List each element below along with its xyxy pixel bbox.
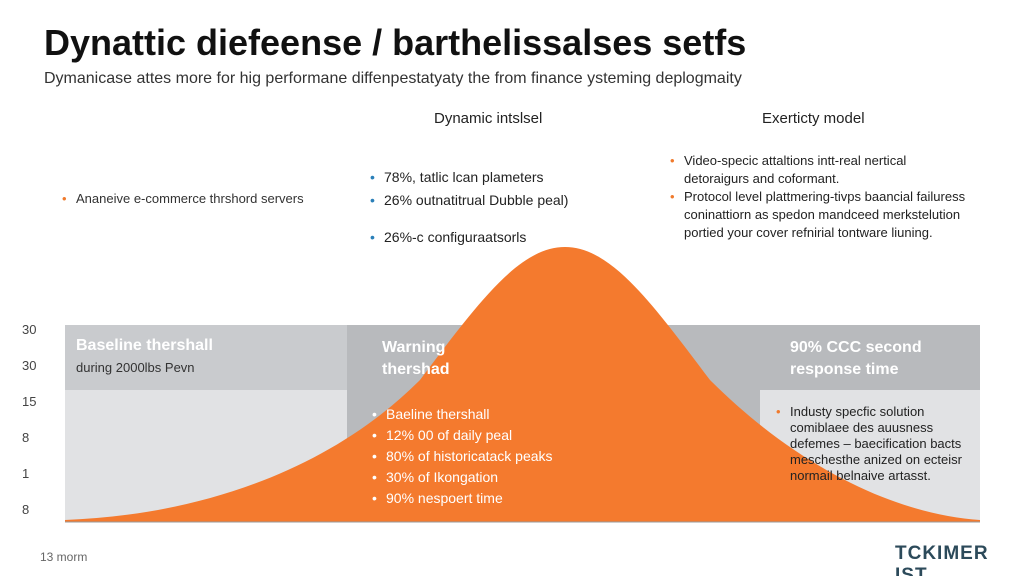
bullet-list: Ananeive e-commerce thrshord servers: [62, 190, 322, 208]
bullet-item: 78%, tatlic lcan plameters: [370, 166, 610, 189]
bullet-item: 90% nespoert time: [372, 488, 632, 509]
bullet-item: Baeline thershall: [372, 404, 632, 425]
bullet-item: 12% 00 of daily peal: [372, 425, 632, 446]
bullet-item: Industy specfic solution comiblaee des a…: [776, 404, 966, 484]
band-title: Warning thershad: [382, 339, 450, 378]
bullet-item: 30% of Ikongation: [372, 467, 632, 488]
column-heading: Exerticty model: [762, 110, 865, 127]
bullet-item: 80% of historicatack peaks: [372, 446, 632, 467]
bell-curve: [65, 247, 980, 522]
subtitle: Dymanicase attes more for hig performane…: [44, 70, 742, 87]
band-right-top: [760, 325, 980, 390]
y-label: 1: [22, 466, 30, 481]
bullet-item: Ananeive e-commerce thrshord servers: [62, 190, 322, 208]
bullet-item: Protocol level plattmering-tivps baancia…: [670, 188, 970, 242]
bullet-item: 26% outnatitrual Dubble peal): [370, 189, 610, 212]
bullet-list: 78%, tatlic lcan plameters26% outnatitru…: [370, 166, 610, 249]
band-title: 90% CCC second response time: [790, 339, 922, 378]
bullet-item: 26%-c configuraatsorls: [370, 226, 610, 249]
y-label: 8: [22, 502, 30, 517]
footer-note: 13 morm: [40, 550, 88, 564]
bullet-list: Video-specic attaltions intt-real nertic…: [670, 152, 970, 242]
y-label: 30: [22, 358, 37, 373]
band-subtitle: during 2000lbs Pevn: [76, 360, 195, 375]
band-title: Baseline thershall: [76, 337, 213, 354]
bullet-list: Industy specfic solution comiblaee des a…: [776, 404, 966, 484]
column-heading: Dynamic intslsel: [434, 110, 543, 127]
brand: TCKIMER IST: [895, 543, 989, 576]
y-label: 30: [22, 322, 37, 337]
bullet-item: Video-specic attaltions intt-real nertic…: [670, 152, 970, 188]
band-left-top: [65, 325, 347, 390]
y-label: 15: [22, 394, 37, 409]
bullet-list: Baeline thershall12% 00 of daily peal80%…: [372, 404, 632, 509]
title: Dynattic diefeense / barthelissalses set…: [44, 22, 747, 63]
y-label: 8: [22, 430, 30, 445]
